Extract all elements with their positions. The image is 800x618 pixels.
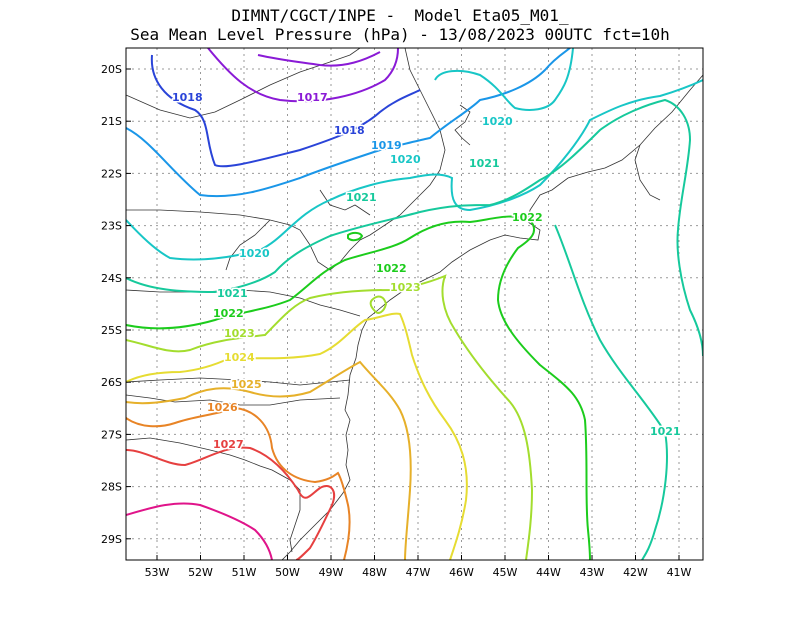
x-tick-label: 48W xyxy=(362,566,387,579)
isobar-1026 xyxy=(126,406,351,560)
label-1026: 1026 xyxy=(207,401,238,414)
label-1021-se: 1021 xyxy=(650,425,681,438)
grid-lines xyxy=(126,48,703,560)
label-1023-center: 1023 xyxy=(390,281,421,294)
border-se xyxy=(634,144,661,201)
isobar-1019 xyxy=(126,48,571,198)
x-tick-label: 41W xyxy=(667,566,692,579)
isobar-1020 xyxy=(126,79,703,261)
label-1020-west: 1020 xyxy=(239,247,270,260)
label-1024: 1024 xyxy=(224,351,255,364)
title-line-2: Sea Mean Level Pressure (hPa) - 13/08/20… xyxy=(130,25,670,44)
y-tick-label: 25S xyxy=(101,324,122,337)
isobar-1020-north xyxy=(434,48,574,111)
x-tick-label: 46W xyxy=(449,566,474,579)
isobar-1021-south xyxy=(554,224,668,560)
isobar-1025 xyxy=(126,360,412,560)
x-tick-label: 45W xyxy=(493,566,518,579)
border-state-1 xyxy=(126,209,361,271)
x-tick-label: 47W xyxy=(406,566,431,579)
isobar-1017 xyxy=(207,48,399,103)
label-1022-east: 1022 xyxy=(512,211,543,224)
isobar-1022-loop xyxy=(347,231,364,242)
river-1 xyxy=(225,219,271,271)
label-1018-west: 1018 xyxy=(172,91,203,104)
isobar-1018-west xyxy=(150,54,421,168)
label-1019: 1019 xyxy=(371,139,402,152)
x-tick-label: 44W xyxy=(536,566,561,579)
label-1020-center: 1020 xyxy=(390,153,421,166)
coastline xyxy=(281,74,703,560)
border-state-4 xyxy=(126,394,341,406)
x-tick-label: 52W xyxy=(188,566,213,579)
x-tick-label: 51W xyxy=(232,566,257,579)
label-1022-center: 1022 xyxy=(376,262,407,275)
lake-1 xyxy=(454,104,471,146)
y-tick-label: 20S xyxy=(101,63,122,76)
river-2 xyxy=(319,189,371,216)
x-tick-label: 53W xyxy=(145,566,170,579)
isobar-1021 xyxy=(126,98,703,357)
isobar-1023 xyxy=(126,274,534,560)
y-axis: 20S 21S 22S 23S 24S 25S 26S 27S 28S 29S xyxy=(101,63,131,546)
x-tick-label: 43W xyxy=(580,566,605,579)
isobar-1024 xyxy=(126,312,468,560)
isobar-1022 xyxy=(126,215,591,560)
y-tick-label: 22S xyxy=(101,167,122,180)
label-1023-west: 1023 xyxy=(224,327,255,340)
border-east xyxy=(359,48,446,241)
isobars xyxy=(126,48,703,560)
y-tick-label: 27S xyxy=(101,428,122,441)
label-1021-west: 1021 xyxy=(217,287,248,300)
x-tick-label: 50W xyxy=(275,566,300,579)
y-tick-label: 26S xyxy=(101,376,122,389)
label-1018-east: 1018 xyxy=(334,124,365,137)
label-1027: 1027 xyxy=(213,438,244,451)
y-tick-label: 21S xyxy=(101,115,122,128)
isobar-1028 xyxy=(126,502,273,560)
map-title: DIMNT/CGCT/INPE - Model Eta05_M01_ Sea M… xyxy=(0,6,800,44)
label-1021-ne: 1021 xyxy=(469,157,500,170)
border-state-5 xyxy=(126,437,301,553)
title-line-1: DIMNT/CGCT/INPE - Model Eta05_M01_ xyxy=(231,6,569,25)
x-tick-label: 42W xyxy=(623,566,648,579)
coastline-and-borders xyxy=(126,48,703,560)
plot-frame xyxy=(125,47,704,561)
y-tick-label: 29S xyxy=(101,533,122,546)
label-1017: 1017 xyxy=(297,91,328,104)
x-axis: 53W 52W 51W 50W 49W 48W 47W 46W 45W 44W 43W 42W 41W xyxy=(145,555,692,579)
y-tick-label: 28S xyxy=(101,481,122,494)
isobar-1027 xyxy=(126,446,336,560)
isobar-1017-upper xyxy=(257,51,381,67)
border-state-2 xyxy=(126,289,361,317)
label-1022-west: 1022 xyxy=(213,307,244,320)
label-1021-center: 1021 xyxy=(346,191,377,204)
isobar-labels: 1018 1017 1018 1019 1020 1020 1021 1021 … xyxy=(171,90,683,453)
y-tick-label: 24S xyxy=(101,272,122,285)
isobar-1023-loop xyxy=(369,295,388,314)
label-1025: 1025 xyxy=(231,378,262,391)
y-tick-label: 23S xyxy=(101,220,122,233)
label-1020-ne: 1020 xyxy=(482,115,513,128)
x-tick-label: 49W xyxy=(319,566,344,579)
